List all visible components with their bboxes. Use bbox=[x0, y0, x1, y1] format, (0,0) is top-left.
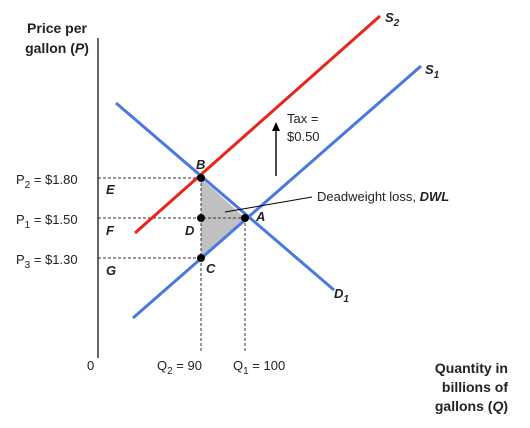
origin-label: 0 bbox=[87, 358, 94, 373]
y-axis-label-line1: Price per bbox=[27, 20, 87, 36]
point-label-c: C bbox=[206, 261, 216, 276]
tax-label-line1: Tax = bbox=[287, 111, 318, 126]
tax-arrow bbox=[272, 122, 280, 176]
price-label-p3: P3 = $1.30 bbox=[16, 252, 78, 271]
point-label-d: D bbox=[185, 223, 195, 238]
y-axis-label-line2: gallon (P) bbox=[25, 40, 89, 56]
area-label-g: G bbox=[106, 263, 116, 278]
tax-label-line2: $0.50 bbox=[287, 129, 320, 144]
point-label-a: A bbox=[255, 209, 265, 224]
area-label-f: F bbox=[106, 223, 115, 238]
point-a-marker bbox=[241, 214, 249, 222]
area-label-e: E bbox=[106, 182, 115, 197]
point-c-marker bbox=[197, 254, 205, 262]
quantity-label-q1: Q1 = 100 bbox=[233, 358, 285, 377]
quantity-label-q2: Q2 = 90 bbox=[157, 358, 202, 377]
x-axis-label-line1: Quantity in bbox=[435, 360, 508, 376]
point-b-marker bbox=[197, 174, 205, 182]
curve-label-s1: S1 bbox=[425, 62, 440, 81]
x-axis-label-line3: gallons (Q) bbox=[435, 398, 508, 414]
point-label-b: B bbox=[196, 157, 205, 172]
price-label-p1: P1 = $1.50 bbox=[16, 212, 78, 231]
dwl-label: Deadweight loss, DWL bbox=[317, 189, 449, 204]
x-axis-label-line2: billions of bbox=[442, 379, 508, 395]
curve-label-s2: S2 bbox=[385, 10, 400, 29]
curve-label-d1: D1 bbox=[334, 286, 349, 305]
point-d-marker bbox=[197, 214, 205, 222]
price-label-p2: P2 = $1.80 bbox=[16, 172, 78, 191]
